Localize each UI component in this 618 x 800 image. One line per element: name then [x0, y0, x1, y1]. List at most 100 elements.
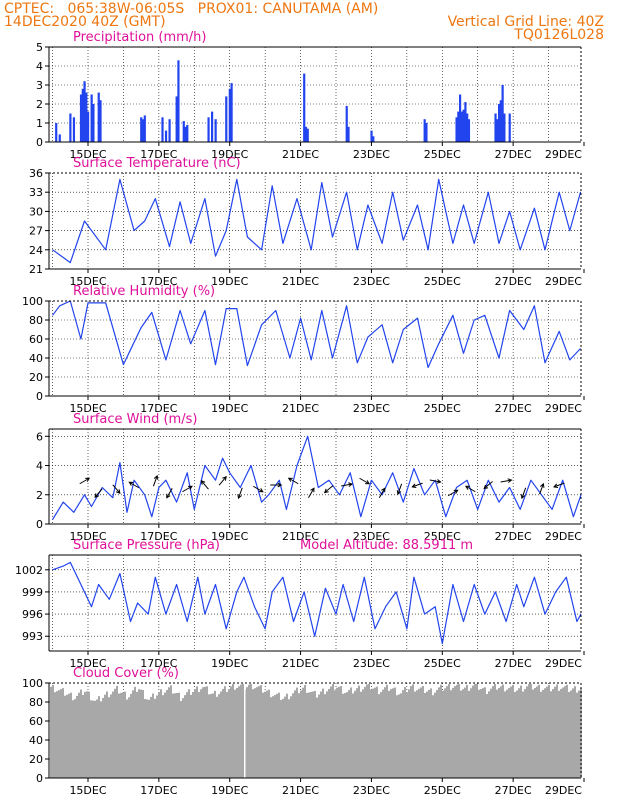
x-tick-label: 27DEC: [495, 402, 532, 415]
y-tick-label: 60: [29, 715, 43, 728]
x-tick-label: 27DEC: [495, 657, 532, 670]
cloud-bar: [144, 698, 146, 778]
cloud-bar: [460, 690, 462, 778]
cloud-bar: [124, 691, 126, 778]
cloud-bar: [510, 686, 512, 778]
cloud-bar: [284, 696, 286, 778]
y-tick-label: 1002: [15, 564, 43, 577]
precip-bar: [58, 134, 61, 142]
cloud-bar: [520, 685, 522, 778]
cloud-bar: [266, 690, 268, 778]
cloud-bar: [366, 684, 368, 778]
cloud-bar: [530, 683, 532, 778]
cloud-bar: [374, 687, 376, 778]
cloud-bar: [544, 688, 546, 778]
x-tick-label: 29DEC: [545, 148, 582, 161]
panel-title: Cloud Cover (%): [73, 666, 179, 681]
cloud-bar: [210, 693, 212, 778]
wind-arrow: [237, 487, 243, 499]
precip-bar: [501, 85, 504, 142]
cloud-bar: [512, 685, 514, 778]
cloud-bar: [94, 700, 96, 778]
cloud-bar: [508, 688, 510, 778]
precip-bar: [230, 83, 233, 142]
cloud-bar: [338, 686, 340, 778]
x-tick-label: 23DEC: [353, 402, 390, 415]
cloud-bar: [100, 701, 102, 778]
cloud-bar: [296, 687, 298, 778]
x-tick-label: 19DEC: [211, 530, 248, 543]
x-tick-label: 23DEC: [353, 784, 390, 797]
cloud-bar: [78, 692, 80, 778]
precip-bar: [99, 100, 102, 142]
y-tick-label: 993: [22, 630, 43, 643]
x-tick-label: 21DEC: [282, 402, 319, 415]
precip-bar: [496, 119, 499, 142]
wind-arrow: [359, 477, 370, 485]
y-tick-label: 33: [29, 186, 43, 199]
y-tick-label: 4: [36, 460, 43, 473]
cloud-bar: [348, 690, 350, 778]
vertical-grid-label: Vertical Grid Line: 40Z: [447, 14, 604, 30]
cloud-bar: [246, 687, 248, 778]
precip-bar: [467, 119, 471, 142]
precip-bar: [304, 126, 308, 142]
x-tick-label: 27DEC: [495, 148, 532, 161]
cloud-bar: [538, 684, 540, 778]
cloud-bar: [466, 684, 468, 778]
cloud-bar: [342, 693, 344, 778]
x-tick-label: 23DEC: [353, 657, 390, 670]
cloud-bar: [514, 692, 516, 778]
cloud-bar: [370, 689, 372, 778]
series-line-3: [52, 435, 582, 520]
cloud-bar: [406, 692, 408, 778]
cloud-bar: [556, 684, 558, 778]
y-tick-label: 3: [36, 79, 43, 92]
wind-arrow: [429, 479, 441, 483]
x-tick-label: 25DEC: [424, 148, 461, 161]
cloud-bar: [238, 686, 240, 778]
wind-arrow-head: [310, 487, 315, 493]
precip-bar: [186, 124, 189, 142]
cloud-bar: [474, 683, 476, 778]
y-tick-label: 36: [29, 167, 43, 180]
y-tick-label: 0: [36, 772, 43, 785]
cloud-bar: [180, 700, 182, 778]
cloud-bar: [568, 692, 570, 778]
cloud-bar: [426, 691, 428, 778]
cloud-bar: [476, 683, 478, 778]
x-tick-label: 29DEC: [545, 657, 582, 670]
cloud-bar: [114, 688, 116, 778]
cloud-bar: [258, 686, 260, 778]
cloud-bar: [578, 690, 580, 778]
cloud-bar: [396, 695, 398, 778]
x-tick-label: 21DEC: [282, 657, 319, 670]
cloud-bar: [412, 684, 414, 778]
cloud-bar: [198, 692, 200, 778]
x-tick-label: 23DEC: [353, 530, 390, 543]
cloud-bar: [358, 685, 360, 778]
station-header: CPTEC: 065:38W-06:05S PROX01: CANUTAMA (…: [4, 1, 379, 17]
cloud-bar: [104, 694, 106, 778]
wind-arrow: [465, 485, 476, 493]
cloud-bar: [178, 692, 180, 778]
cloud-bar: [252, 689, 254, 778]
y-tick-label: 2: [36, 98, 43, 111]
cloud-bar: [434, 692, 436, 778]
cloud-bar: [146, 699, 148, 778]
wind-arrow: [378, 487, 386, 499]
precip-bar: [228, 88, 231, 142]
cloud-bar: [306, 692, 308, 778]
series-line-1: [52, 178, 582, 264]
cloud-bar: [356, 688, 358, 778]
cloud-bar: [352, 693, 354, 778]
cloud-bar: [468, 690, 470, 778]
cloud-bar: [376, 686, 378, 778]
wind-arrow-head: [94, 493, 100, 499]
precip-bar: [55, 123, 58, 142]
y-tick-label: 80: [29, 696, 43, 709]
precip-bar: [347, 126, 350, 142]
cloud-bar: [76, 695, 78, 778]
cloud-bar: [188, 689, 190, 778]
y-tick-label: 24: [29, 244, 43, 257]
